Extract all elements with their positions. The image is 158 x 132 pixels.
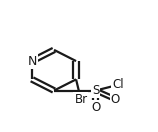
Text: O: O bbox=[91, 101, 100, 114]
Text: O: O bbox=[111, 93, 120, 106]
Text: S: S bbox=[92, 84, 99, 97]
Text: Br: Br bbox=[74, 93, 88, 106]
Text: Cl: Cl bbox=[112, 78, 124, 91]
Text: N: N bbox=[27, 55, 37, 68]
